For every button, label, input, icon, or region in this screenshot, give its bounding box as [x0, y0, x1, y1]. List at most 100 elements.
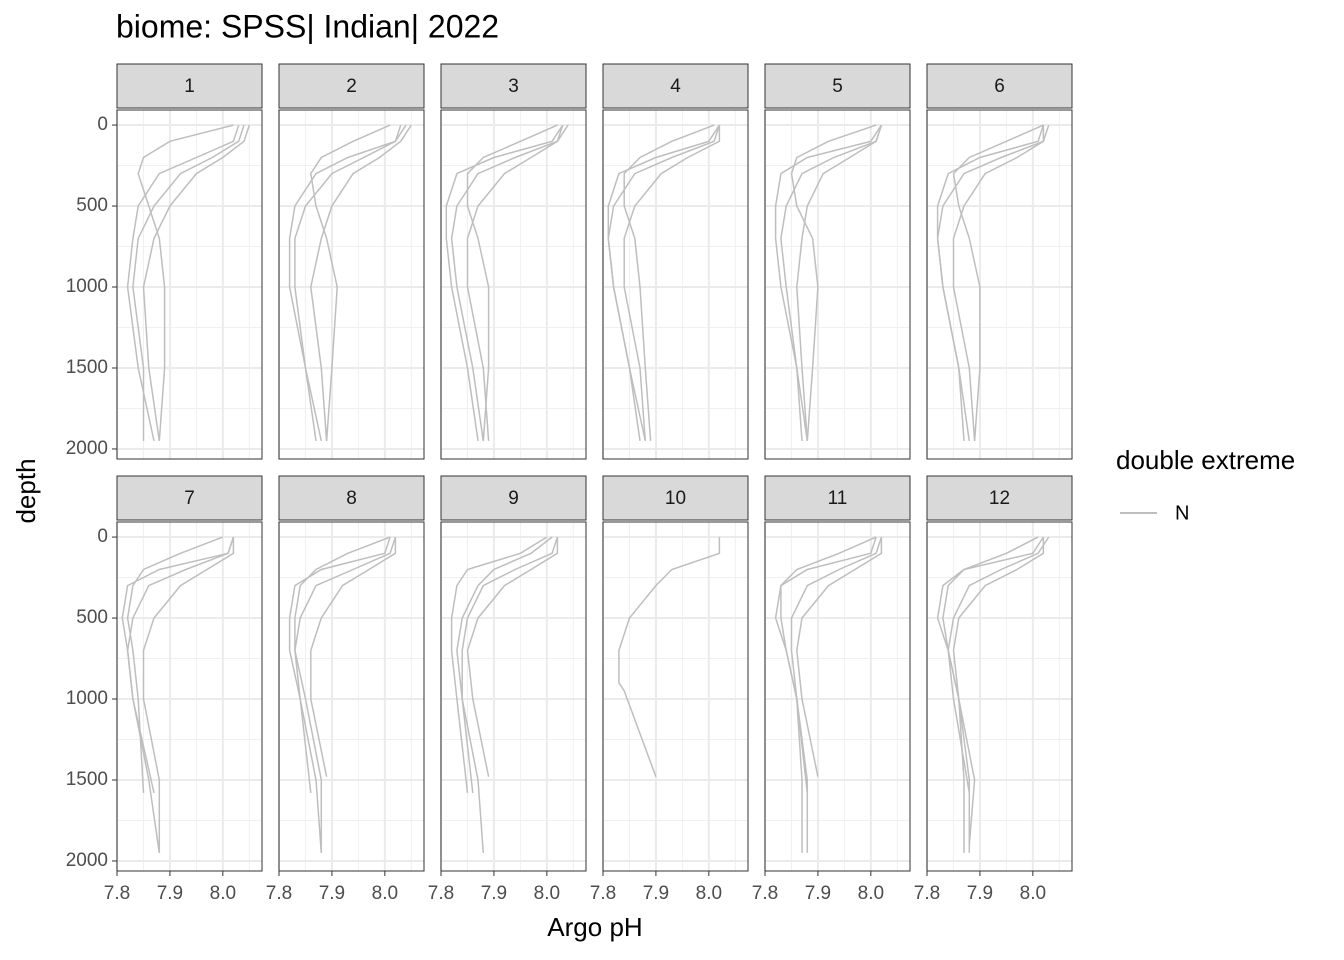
- x-tick-label: 7.9: [967, 883, 993, 904]
- chart-title: biome: SPSS| Indian| 2022: [116, 8, 499, 44]
- strip-label: 11: [828, 488, 848, 509]
- strip: [278, 475, 425, 521]
- profile-line: [142, 537, 235, 853]
- y-tick-label: 1000: [66, 276, 108, 297]
- panel: [603, 522, 748, 871]
- y-tick-label: 1500: [66, 769, 108, 790]
- x-tick-label: 7.9: [157, 883, 183, 904]
- strip-label: 12: [989, 488, 1010, 509]
- profile-line: [796, 124, 883, 441]
- y-tick-label: 1000: [66, 688, 108, 709]
- x-tick-label: 7.9: [805, 883, 831, 904]
- x-tick-label: 8.0: [534, 883, 560, 904]
- y-tick-label: 0: [97, 526, 108, 547]
- x-tick-label: 7.8: [104, 883, 130, 904]
- profile-line: [121, 536, 235, 854]
- profile-line: [796, 537, 883, 777]
- profile-line: [126, 536, 235, 794]
- profile-line: [466, 124, 569, 441]
- profile-line: [310, 537, 397, 777]
- profile-line: [952, 537, 1045, 845]
- strip: [926, 63, 1073, 109]
- y-tick-label: 500: [76, 195, 108, 216]
- profile-line: [936, 536, 1045, 853]
- x-tick-label: 7.8: [752, 883, 778, 904]
- y-tick-label: 2000: [66, 850, 108, 871]
- profile-line: [142, 124, 251, 442]
- profile-line: [450, 124, 564, 442]
- x-tick-label: 7.8: [590, 883, 616, 904]
- profile-line: [466, 537, 559, 777]
- panel-border: [440, 521, 587, 872]
- y-tick-label: 500: [76, 607, 108, 628]
- panel-border: [602, 521, 749, 872]
- y-tick-label: 1500: [66, 357, 108, 378]
- panel-border: [764, 109, 911, 460]
- profile-line: [607, 124, 721, 442]
- profile-line: [780, 536, 877, 853]
- profile-line: [623, 125, 721, 441]
- profile-line: [126, 124, 240, 442]
- strip: [440, 475, 587, 521]
- profile-line: [137, 124, 234, 441]
- strip-label: 9: [508, 488, 519, 509]
- profile-line: [774, 536, 877, 853]
- strip: [926, 475, 1073, 521]
- profile-line: [947, 536, 1050, 794]
- y-tick-label: 0: [97, 114, 108, 135]
- x-tick-label: 8.0: [696, 883, 722, 904]
- profile-line: [461, 536, 559, 793]
- profile-line: [952, 125, 1045, 441]
- profile-line: [294, 124, 407, 442]
- strip: [764, 63, 911, 109]
- strip-label: 2: [346, 76, 357, 97]
- strip: [116, 475, 263, 521]
- x-axis-title: Argo pH: [547, 912, 642, 942]
- profile-line: [952, 124, 1044, 441]
- profile-line: [774, 124, 883, 441]
- panel-border: [926, 109, 1073, 460]
- panel-border: [764, 521, 911, 872]
- y-tick-label: 2000: [66, 438, 108, 459]
- strip: [278, 63, 425, 109]
- profile-line: [623, 124, 715, 441]
- y-axis-title: depth: [11, 458, 41, 523]
- panel: [765, 110, 910, 459]
- x-tick-label: 7.9: [319, 883, 345, 904]
- strip: [602, 63, 749, 109]
- profile-line: [294, 536, 391, 793]
- panel: [117, 110, 262, 459]
- panel-border: [116, 109, 263, 460]
- x-tick-label: 7.8: [914, 883, 940, 904]
- panel-border: [278, 109, 425, 460]
- strip-label: 1: [184, 76, 195, 97]
- strip-label: 6: [994, 76, 1005, 97]
- panel-border: [926, 521, 1073, 872]
- legend-label: N: [1175, 502, 1189, 524]
- strip: [440, 63, 587, 109]
- profile-line: [780, 124, 883, 442]
- panel: [765, 522, 910, 871]
- x-tick-label: 8.0: [372, 883, 398, 904]
- panel: [603, 110, 748, 459]
- panel: [117, 522, 262, 871]
- strip-label: 8: [346, 488, 357, 509]
- strip-label: 5: [832, 76, 843, 97]
- panel-border: [116, 521, 263, 872]
- panel-border: [602, 109, 749, 460]
- panel: [441, 110, 586, 459]
- profile-line: [288, 124, 402, 442]
- profile-line: [456, 536, 553, 853]
- strip-label: 4: [670, 76, 681, 97]
- profile-line: [618, 537, 721, 777]
- strip-label: 3: [508, 76, 519, 97]
- x-tick-label: 7.9: [481, 883, 507, 904]
- profile-line: [294, 536, 397, 853]
- strip: [116, 63, 263, 109]
- panel-border: [440, 109, 587, 460]
- x-tick-label: 8.0: [858, 883, 884, 904]
- panel: [279, 522, 424, 871]
- profile-line: [310, 124, 412, 441]
- strip-label: 10: [665, 488, 686, 509]
- profile-line: [288, 536, 391, 853]
